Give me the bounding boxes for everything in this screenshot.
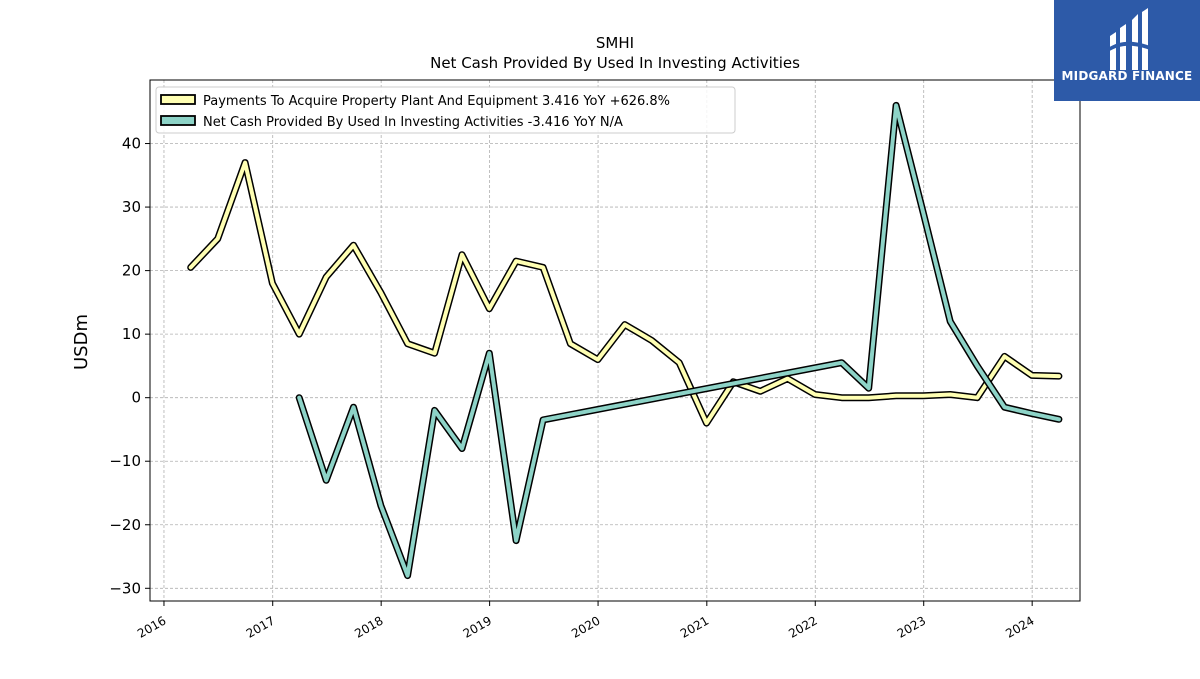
x-tick-label: 2020 xyxy=(569,613,602,640)
plot-frame xyxy=(149,79,1081,602)
axis-ticks: −30 −20 −10 0 10 20 30 40 2016 2017 2018 2019 2020 20… xyxy=(109,135,1036,641)
x-tick-label: 2021 xyxy=(678,613,711,640)
y-tick-label: 40 xyxy=(122,135,141,153)
chart-title: SMHI xyxy=(596,34,634,52)
x-tick-label: 2016 xyxy=(135,613,168,640)
y-tick-label: −10 xyxy=(109,452,141,470)
y-tick-label: 30 xyxy=(122,198,141,216)
y-tick-label: −20 xyxy=(109,516,141,534)
legend-swatch-1 xyxy=(160,94,196,105)
y-tick-label: −30 xyxy=(109,579,141,597)
brand-logo: MIDGARD FINANCE xyxy=(1054,0,1200,101)
x-tick-label: 2017 xyxy=(244,613,277,640)
series-outline-1 xyxy=(187,159,1063,427)
series-line-1 xyxy=(188,160,1061,426)
brand-name: MIDGARD FINANCE xyxy=(1061,69,1193,83)
y-axis-label: USDm xyxy=(71,314,92,370)
legend-label-1: Payments To Acquire Property Plant And E… xyxy=(203,94,670,109)
x-tick-label: 2024 xyxy=(1003,613,1036,640)
y-tick-label: 20 xyxy=(122,262,141,280)
y-tick-label: 10 xyxy=(122,325,141,343)
legend: Payments To Acquire Property Plant And E… xyxy=(155,86,736,134)
y-tick-label: 0 xyxy=(131,389,141,407)
series-line-2 xyxy=(297,103,1061,578)
legend-label-2: Net Cash Provided By Used In Investing A… xyxy=(203,115,623,130)
chart-subtitle: Net Cash Provided By Used In Investing A… xyxy=(430,54,800,72)
x-tick-label: 2022 xyxy=(786,613,819,640)
plot-series xyxy=(187,101,1063,580)
x-tick-label: 2018 xyxy=(352,613,385,640)
legend-swatch-2 xyxy=(160,115,196,126)
legend-frame xyxy=(155,86,736,134)
logo-mark-icon xyxy=(1108,8,1150,70)
series-outline-2 xyxy=(295,101,1063,580)
x-tick-label: 2019 xyxy=(461,613,494,640)
x-tick-label: 2023 xyxy=(895,613,928,640)
